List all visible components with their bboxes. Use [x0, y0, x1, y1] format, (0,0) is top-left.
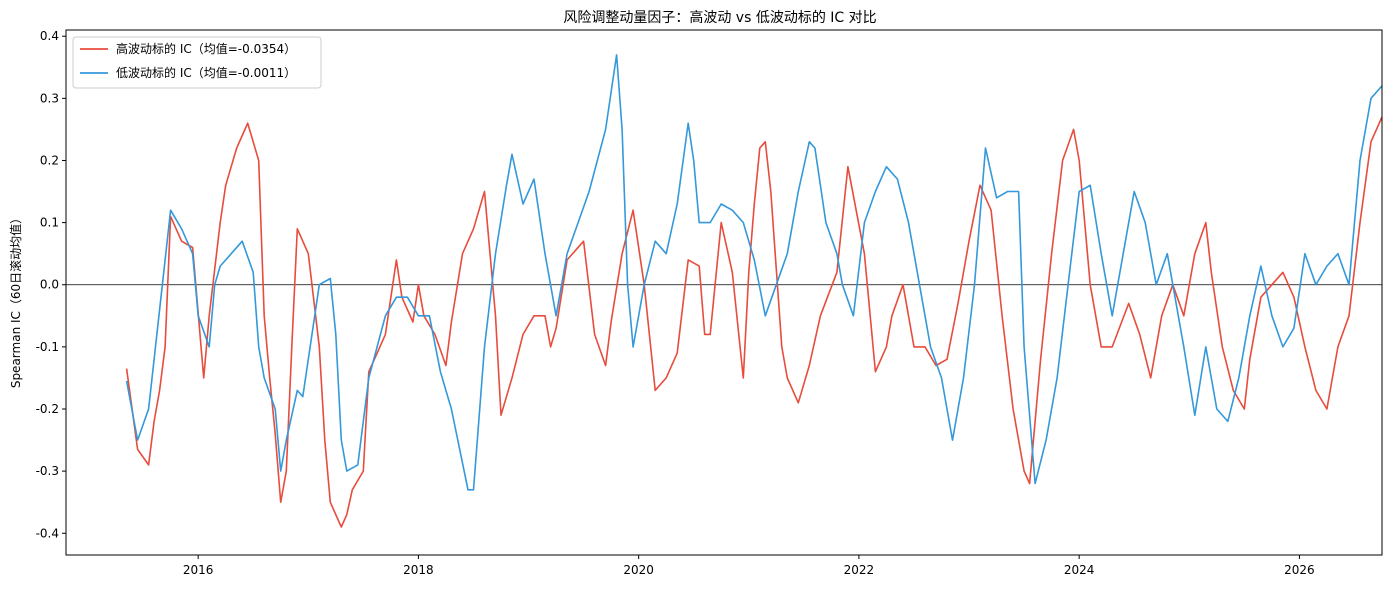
y-tick-label: -0.2 — [36, 402, 59, 416]
x-tick-label: 2018 — [403, 563, 434, 577]
plot-area — [66, 54, 1383, 528]
legend-label-1: 高波动标的 IC（均值=-0.0354） — [116, 41, 296, 56]
x-tick-label: 2020 — [623, 563, 654, 577]
legend: 高波动标的 IC（均值=-0.0354） 低波动标的 IC（均值=-0.0011） — [72, 36, 322, 89]
y-tick-label: -0.1 — [36, 340, 59, 354]
chart-title: 风险调整动量因子：高波动 vs 低波动标的 IC 对比 — [563, 9, 876, 26]
x-tick-label: 2026 — [1284, 563, 1315, 577]
y-axis-label: Spearman IC（60日滚动均值） — [8, 212, 23, 388]
x-tick-label: 2022 — [844, 563, 875, 577]
x-tick-label: 2016 — [183, 563, 214, 577]
x-tick-label: 2024 — [1064, 563, 1095, 577]
series-line-2 — [125, 54, 1383, 491]
legend-label-2: 低波动标的 IC（均值=-0.0011） — [116, 65, 296, 80]
y-tick-label: 0.4 — [40, 29, 59, 43]
y-tick-label: 0.3 — [40, 91, 59, 105]
plot-frame — [65, 29, 1383, 556]
y-tick-label: -0.3 — [36, 464, 59, 478]
y-tick-label: -0.4 — [36, 526, 59, 540]
legend-box — [72, 36, 322, 89]
y-tick-label: 0.2 — [40, 153, 59, 167]
y-tick-label: 0.1 — [40, 216, 59, 230]
series-line-1 — [125, 116, 1383, 528]
y-tick-label: 0.0 — [40, 278, 59, 292]
